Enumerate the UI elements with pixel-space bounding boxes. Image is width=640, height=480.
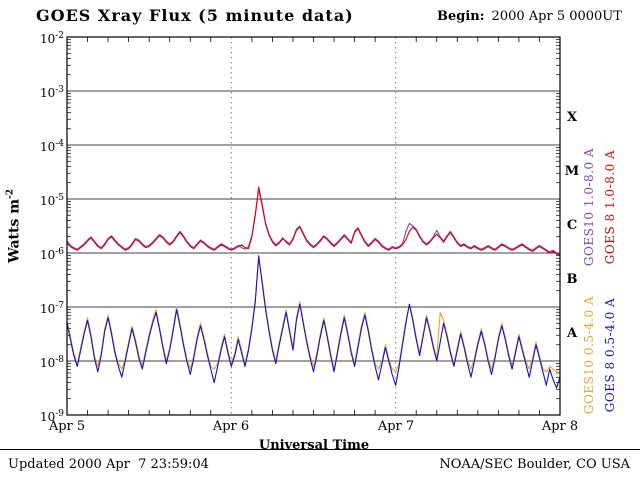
y-axis-title: Watts m-2 (5, 188, 23, 264)
y-tick-label: 10-2 (39, 31, 64, 46)
y-tick-label: 10-5 (39, 193, 64, 208)
x-tick-label: Apr 7 (377, 419, 415, 434)
x-tick-label: Apr 6 (212, 419, 250, 434)
series-line-3 (66, 255, 561, 389)
legend-goes10-short: GOES10 0.5-4.0 A (582, 295, 596, 415)
y-tick-label: 10-3 (39, 85, 64, 100)
flare-class-x: X (566, 110, 578, 125)
x-axis-title: Universal Time (258, 438, 370, 453)
y-tick-label: 10-9 (39, 409, 64, 424)
page-title: GOES Xray Flux (5 minute data) (36, 6, 354, 25)
legend-goes10-long: GOES10 1.0-8.0 A (582, 147, 596, 267)
legend-goes8-long: GOES 8 1.0-8.0 A (603, 149, 617, 265)
x-tick-label: Apr 5 (48, 419, 86, 434)
plot-frame (66, 36, 561, 416)
footer-divider (0, 449, 640, 450)
x-tick-label: Apr 8 (541, 419, 579, 434)
begin-value: 2000 Apr 5 0000UT (491, 9, 622, 24)
credit-text: NOAA/SEC Boulder, CO USA (439, 457, 630, 472)
flare-class-c: C (566, 218, 578, 233)
y-tick-label: 10-6 (39, 247, 64, 262)
flare-class-b: B (566, 272, 578, 287)
series-line-1 (66, 186, 561, 257)
series-line-2 (66, 257, 561, 373)
legend-goes8-short: GOES 8 0.5-4.0 A (603, 297, 617, 413)
y-tick-label: 10-8 (39, 355, 64, 370)
y-tick-label: 10-7 (39, 301, 64, 316)
flare-class-m: M (564, 164, 580, 179)
begin-time: Begin: 2000 Apr 5 0000UT (437, 9, 622, 24)
updated-timestamp: Updated 2000 Apr 7 23:59:04 (8, 457, 209, 472)
flare-class-a: A (566, 326, 578, 341)
y-tick-label: 10-4 (39, 139, 64, 154)
begin-label: Begin: (437, 9, 485, 24)
series-line-0 (66, 188, 561, 256)
